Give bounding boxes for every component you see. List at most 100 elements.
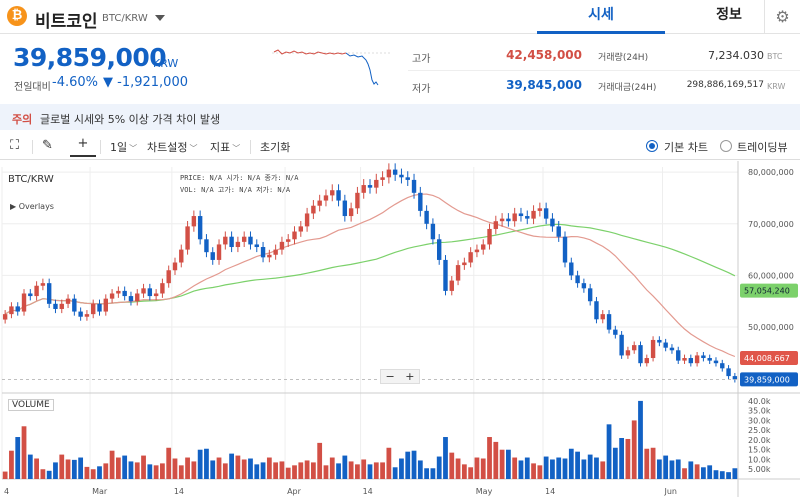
candle-body xyxy=(323,195,329,201)
amount-24h-value: 298,886,169,517 xyxy=(686,80,764,90)
volume-bar xyxy=(373,462,379,479)
volume-bar xyxy=(160,463,165,479)
volume-bar xyxy=(53,462,58,479)
candle-body xyxy=(317,200,322,206)
zoom-in-button[interactable]: + xyxy=(405,370,415,383)
gear-icon[interactable]: ⚙ xyxy=(764,0,800,34)
volume-bar xyxy=(260,462,266,479)
high-label: 고가 xyxy=(412,54,431,65)
toolbar-divider xyxy=(100,140,101,154)
interval-select[interactable]: 1일 ﹀ xyxy=(110,141,138,154)
candle-body xyxy=(348,208,354,217)
volume-bar xyxy=(581,459,587,479)
volume-bar xyxy=(713,470,719,479)
candle-body xyxy=(468,252,473,263)
pencil-icon[interactable]: ✎ xyxy=(42,138,53,153)
change-amount: ▼ -1,921,000 xyxy=(103,75,188,90)
volume-bar xyxy=(84,466,90,479)
volume-bar xyxy=(342,455,348,479)
volume-bar xyxy=(229,453,234,479)
candle-body xyxy=(40,283,46,286)
candle-body xyxy=(613,329,618,335)
volume-bar xyxy=(543,456,549,479)
volume-bar xyxy=(688,461,694,479)
candle-body xyxy=(109,293,115,299)
candle-body xyxy=(197,216,203,240)
candle-body xyxy=(273,249,278,255)
candle-body xyxy=(380,177,385,180)
candle-body xyxy=(355,192,360,209)
fullscreen-icon[interactable]: ⛶ xyxy=(10,138,20,153)
volume-bar xyxy=(292,465,297,479)
tab-info[interactable]: 정보 xyxy=(716,7,742,23)
high-value: 42,458,000 xyxy=(506,48,582,62)
basic-chart-radio[interactable] xyxy=(646,140,658,152)
volume-bar xyxy=(78,457,84,479)
crosshair-icon[interactable]: + xyxy=(70,136,96,157)
candlestick-chart[interactable]: 80,000,000 70,000,000 60,000,000 50,000,000… xyxy=(0,161,800,497)
coin-code: BTC/KRW xyxy=(102,13,148,24)
volume-bar xyxy=(241,459,247,479)
candle-body xyxy=(254,244,259,248)
coin-name[interactable]: 비트코인 xyxy=(35,12,98,32)
volume-bar xyxy=(355,464,360,479)
volume-bar xyxy=(90,469,96,479)
time-tick-label: Apr xyxy=(287,487,302,496)
amount-24h-unit: KRW xyxy=(767,82,786,91)
volume-bar xyxy=(310,462,316,479)
ohlc-readout-line1: PRICE: N/A 시가: N/A 종가: N/A xyxy=(180,174,299,182)
candle-body xyxy=(122,290,127,297)
volume-bar xyxy=(644,448,650,479)
volume-bar xyxy=(329,457,335,479)
volume-bar xyxy=(235,455,241,479)
candle-body xyxy=(481,244,486,250)
time-tick-label: Jun xyxy=(664,487,678,496)
volume-bar xyxy=(273,462,279,479)
candle-body xyxy=(304,213,310,227)
volume-tick-label: 25.0k xyxy=(748,426,771,435)
volume-bar xyxy=(46,470,52,479)
candle-body xyxy=(436,239,442,260)
zoom-controls[interactable]: − + xyxy=(380,369,420,384)
basic-chart-label[interactable]: 기본 차트 xyxy=(664,141,708,154)
candle-body xyxy=(34,285,39,297)
candle-body xyxy=(606,314,612,330)
candle-body xyxy=(537,208,543,211)
volume-bar xyxy=(461,464,467,479)
candle-body xyxy=(260,247,266,258)
tradingview-label[interactable]: 트레이딩뷰 xyxy=(737,141,788,154)
volume-bar xyxy=(399,458,404,479)
toolbar-divider xyxy=(250,140,251,154)
indicators-select[interactable]: 지표 ﹀ xyxy=(210,141,241,154)
reset-button[interactable]: 초기화 xyxy=(260,141,291,154)
candle-body xyxy=(405,177,410,180)
candle-body xyxy=(172,262,178,271)
chevron-down-icon[interactable] xyxy=(155,15,165,21)
candle-body xyxy=(638,345,643,364)
candle-body xyxy=(587,288,593,302)
tab-price[interactable]: 시세 xyxy=(537,0,665,34)
volume-bar xyxy=(638,400,643,479)
low-value: 39,845,000 xyxy=(506,78,582,92)
ma-long-line xyxy=(4,223,736,315)
change-label: 전일대비 xyxy=(14,82,51,93)
chart-symbol: BTC/KRW xyxy=(8,174,54,185)
overlays-toggle[interactable]: ▶ Overlays xyxy=(10,202,54,211)
candle-body xyxy=(286,239,291,242)
chart-toolbar: ⛶ ✎ + 1일 ﹀ 차트설정 ﹀ 지표 ﹀ 초기화 기본 차트 트레이딩뷰 xyxy=(0,134,800,160)
volume-bar xyxy=(336,463,341,479)
zoom-out-button[interactable]: − xyxy=(385,370,395,383)
ohlc-readout-line2: VOL: N/A 고가: N/A 저가: N/A xyxy=(180,186,291,194)
candle-body xyxy=(694,355,700,364)
tradingview-radio[interactable] xyxy=(720,140,732,152)
volume-bar xyxy=(178,465,184,479)
volume-bar xyxy=(524,457,530,479)
candle-body xyxy=(632,345,637,351)
chart-settings-select[interactable]: 차트설정 ﹀ xyxy=(147,141,198,154)
candle-body xyxy=(279,241,285,250)
price-tick-label: 70,000,000 xyxy=(748,220,794,229)
volume-bar xyxy=(531,463,536,479)
candle-body xyxy=(669,347,675,351)
time-tick-label: Mar xyxy=(92,487,108,496)
volume-bar xyxy=(34,458,39,479)
